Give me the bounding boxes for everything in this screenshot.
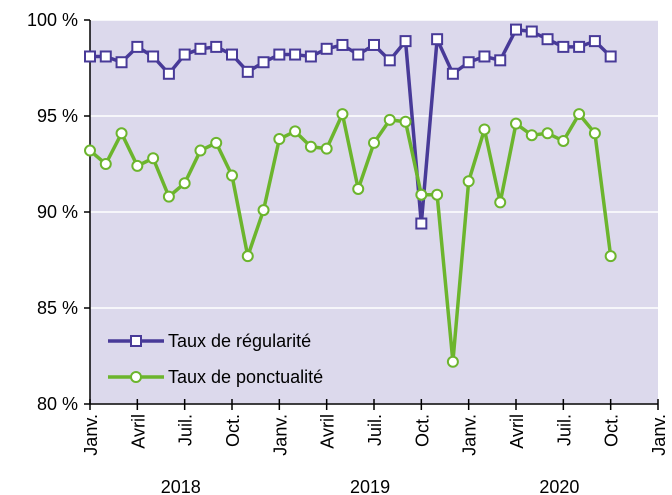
x-tick-label: Oct. [223,414,243,447]
y-tick-label: 100 % [27,10,78,30]
marker [368,38,380,51]
year-label: 2020 [539,477,579,495]
marker [115,127,128,140]
marker [99,50,112,63]
marker [399,35,412,48]
marker [352,48,365,61]
marker [510,117,522,130]
marker [557,134,570,147]
marker [273,133,286,146]
marker [399,115,412,128]
marker [494,196,507,209]
marker [573,108,586,121]
marker [588,35,601,48]
marker [336,108,349,121]
marker [257,204,270,217]
marker [462,175,475,188]
marker [525,129,538,142]
marker [541,33,554,46]
x-tick-label: Oct. [412,414,432,447]
marker [446,67,459,80]
marker [162,190,175,203]
marker [352,182,365,195]
marker [478,50,491,63]
marker [147,50,160,63]
x-tick-label: Oct. [602,414,622,447]
marker [147,152,160,165]
marker [304,140,317,153]
marker [289,48,302,61]
year-label: 2018 [161,477,201,495]
marker [557,40,570,53]
marker [241,250,254,263]
marker [273,48,286,61]
marker [226,48,238,61]
year-label: 2019 [350,477,390,495]
marker [131,40,144,53]
marker [525,25,538,38]
marker [383,54,396,67]
marker [336,38,349,51]
marker [99,158,112,170]
marker [84,144,96,157]
marker [210,136,223,149]
marker [257,56,270,69]
marker [415,188,428,201]
marker [573,40,586,53]
x-tick-label: Avril [128,414,148,449]
marker [162,67,175,80]
x-tick-label: Janv. [460,414,480,456]
marker [510,23,522,36]
y-tick-label: 85 % [37,298,78,318]
x-tick-label: Janv. [270,414,290,456]
x-tick-label: Janv. [649,414,669,456]
marker [541,127,554,140]
x-tick-label: Janv. [81,414,101,456]
legend-marker [130,335,142,347]
marker [115,56,128,69]
marker [446,355,459,368]
marker [431,33,444,46]
series-line [90,27,612,226]
series-line [88,112,613,364]
marker [383,113,396,126]
y-tick-label: 80 % [37,394,78,414]
y-tick-label: 90 % [37,202,78,222]
marker [131,159,144,172]
marker [588,127,601,140]
legend-label: Taux de régularité [168,331,311,351]
legend-marker [130,371,142,383]
marker [84,50,96,63]
y-tick-label: 95 % [37,106,78,126]
x-tick-label: Juil. [176,414,196,446]
x-tick-label: Avril [507,414,527,449]
marker [210,40,223,53]
marker [415,217,428,230]
marker [289,125,302,138]
legend-label: Taux de ponctualité [168,367,323,387]
marker [178,177,191,190]
marker [431,188,444,201]
marker [320,42,333,55]
marker [304,50,317,63]
marker [462,56,475,69]
x-tick-label: Juil. [554,414,574,446]
marker [478,123,491,136]
x-tick-label: Juil. [365,414,385,446]
marker [194,144,207,157]
marker [241,65,254,78]
marker [604,50,617,63]
marker [226,169,238,182]
x-tick-label: Avril [318,414,338,449]
marker [494,54,507,67]
marker [368,136,380,149]
marker [178,48,191,61]
marker [604,250,617,263]
marker [194,42,207,55]
marker [320,142,333,155]
